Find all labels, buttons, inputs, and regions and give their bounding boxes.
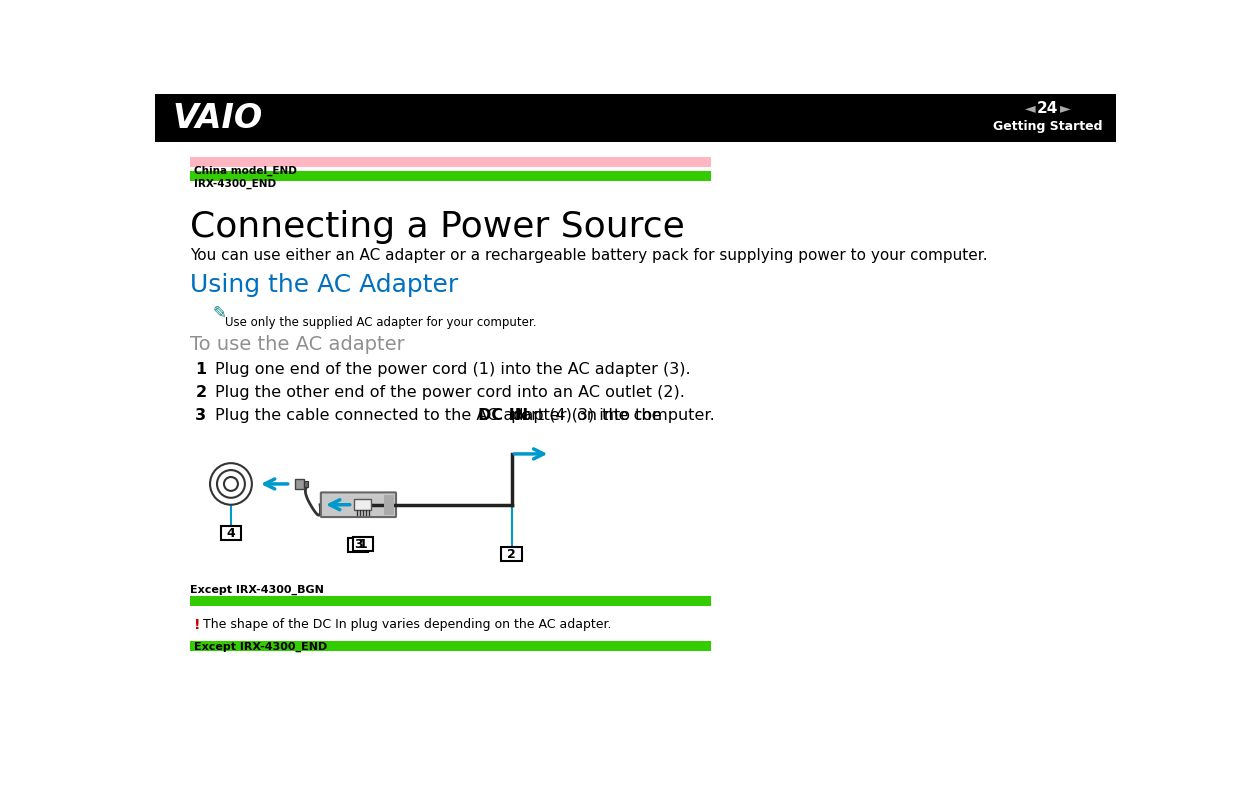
Text: 24: 24 bbox=[1037, 101, 1059, 116]
Text: Plug the cable connected to the AC adapter (3) into the: Plug the cable connected to the AC adapt… bbox=[216, 409, 667, 424]
Text: Except IRX-4300_BGN: Except IRX-4300_BGN bbox=[190, 585, 324, 595]
Bar bbox=[155, 94, 1116, 142]
Text: DC IN: DC IN bbox=[479, 409, 528, 424]
Text: 3: 3 bbox=[196, 409, 206, 424]
Bar bbox=[190, 597, 711, 606]
Text: 1: 1 bbox=[196, 362, 206, 377]
Text: You can use either an AC adapter or a rechargeable battery pack for supplying po: You can use either an AC adapter or a re… bbox=[190, 248, 987, 263]
Text: !: ! bbox=[193, 618, 200, 632]
Text: 4: 4 bbox=[227, 527, 236, 540]
Text: ✎: ✎ bbox=[212, 303, 226, 321]
Text: 1: 1 bbox=[358, 538, 367, 550]
Bar bbox=[355, 499, 371, 510]
Text: ►: ► bbox=[1059, 101, 1070, 116]
Text: ◄: ◄ bbox=[1025, 101, 1037, 116]
Bar bbox=[304, 481, 309, 487]
Text: 3: 3 bbox=[353, 538, 362, 551]
Bar bbox=[295, 479, 304, 489]
Text: The shape of the DC In plug varies depending on the AC adapter.: The shape of the DC In plug varies depen… bbox=[203, 618, 611, 631]
FancyBboxPatch shape bbox=[321, 492, 396, 517]
Text: IRX-4300_END: IRX-4300_END bbox=[193, 179, 275, 189]
Bar bbox=[190, 157, 711, 167]
Text: To use the AC adapter: To use the AC adapter bbox=[190, 336, 404, 354]
Text: Except IRX-4300_END: Except IRX-4300_END bbox=[193, 641, 327, 652]
Text: port (4) on the computer.: port (4) on the computer. bbox=[506, 409, 714, 424]
Bar bbox=[348, 538, 368, 552]
Text: China model_END: China model_END bbox=[193, 166, 296, 176]
Bar bbox=[352, 537, 373, 551]
Bar bbox=[190, 171, 711, 181]
Bar bbox=[221, 527, 241, 540]
Text: Getting Started: Getting Started bbox=[993, 120, 1102, 133]
Text: Plug the other end of the power cord into an AC outlet (2).: Plug the other end of the power cord int… bbox=[216, 385, 686, 400]
Text: VAIO: VAIO bbox=[172, 101, 263, 134]
Text: Use only the supplied AC adapter for your computer.: Use only the supplied AC adapter for you… bbox=[224, 316, 536, 329]
Text: Using the AC Adapter: Using the AC Adapter bbox=[190, 273, 458, 297]
Bar bbox=[501, 547, 522, 561]
Bar bbox=[384, 494, 394, 515]
Bar bbox=[190, 641, 711, 651]
Text: Connecting a Power Source: Connecting a Power Source bbox=[190, 210, 684, 244]
Text: Plug one end of the power cord (1) into the AC adapter (3).: Plug one end of the power cord (1) into … bbox=[216, 362, 691, 377]
Text: 2: 2 bbox=[507, 548, 516, 560]
Text: 2: 2 bbox=[196, 385, 206, 400]
